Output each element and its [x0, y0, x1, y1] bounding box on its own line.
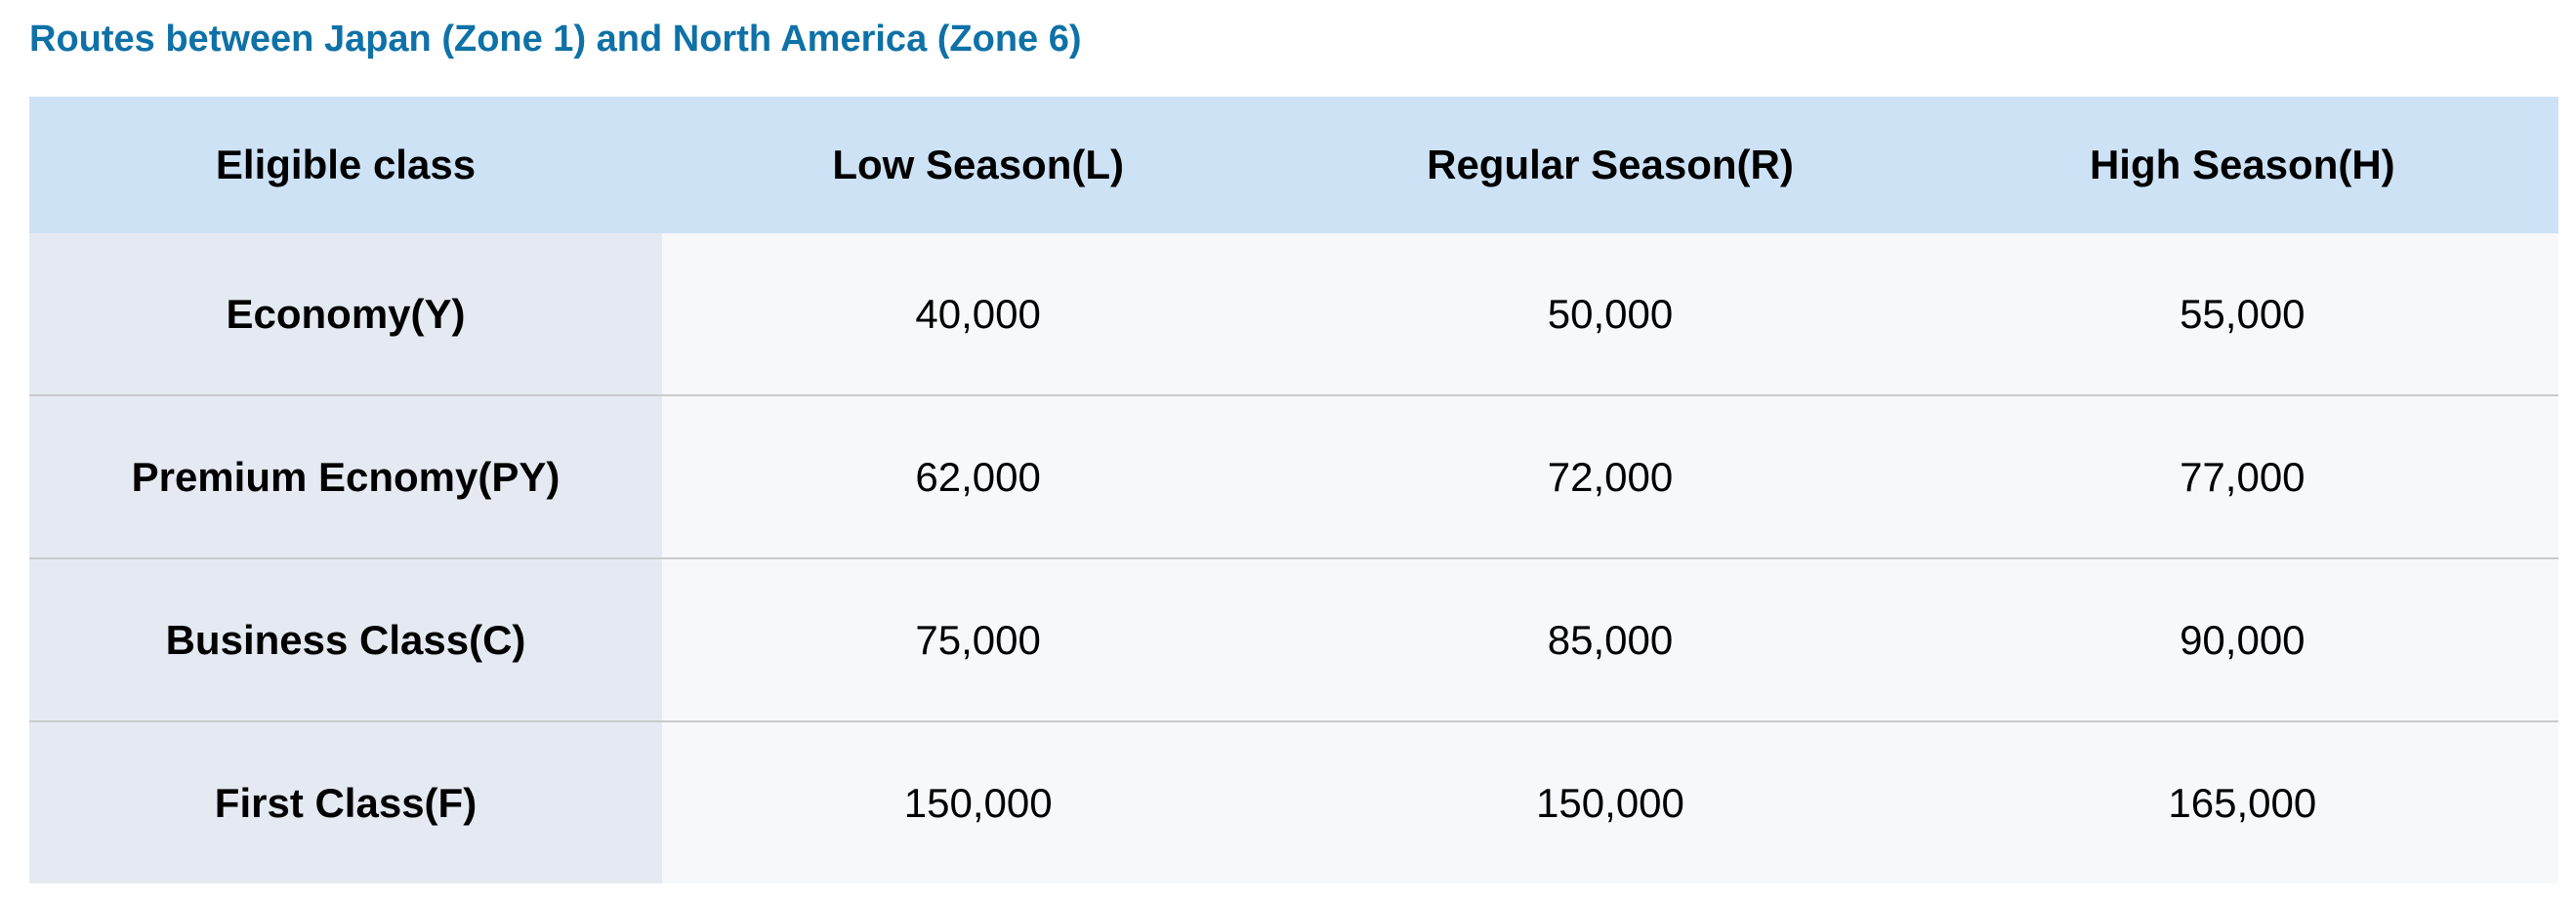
cell-economy-high-season: 55,000 [1926, 233, 2558, 394]
cell-business-class-high-season: 90,000 [1926, 559, 2558, 720]
cell-premium-economy-low-season: 62,000 [662, 396, 1295, 557]
cell-premium-economy-high-season: 77,000 [1926, 396, 2558, 557]
cell-economy-low-season: 40,000 [662, 233, 1295, 394]
cell-premium-economy-regular-season: 72,000 [1294, 396, 1927, 557]
table-row-business-class: Business Class(C) 75,000 85,000 90,000 [29, 557, 2558, 720]
row-label-first-class: First Class(F) [29, 722, 662, 883]
table-row-first-class: First Class(F) 150,000 150,000 165,000 [29, 720, 2558, 883]
column-header-low-season: Low Season(L) [832, 142, 1124, 187]
column-header-eligible-class: Eligible class [215, 142, 477, 187]
table-row-premium-economy: Premium Ecnomy(PY) 62,000 72,000 77,000 [29, 394, 2558, 557]
row-label-economy: Economy(Y) [29, 233, 662, 394]
column-header-regular-season: Regular Season(R) [1427, 142, 1794, 187]
column-header-high-season: High Season(H) [2089, 142, 2395, 187]
cell-economy-regular-season: 50,000 [1294, 233, 1927, 394]
table-header-row: Eligible class Low Season(L) Regular Sea… [29, 97, 2558, 233]
cell-first-class-regular-season: 150,000 [1294, 722, 1927, 883]
award-mileage-table: Eligible class Low Season(L) Regular Sea… [29, 97, 2558, 883]
page-title: Routes between Japan (Zone 1) and North … [29, 19, 1082, 60]
cell-first-class-low-season: 150,000 [662, 722, 1295, 883]
cell-first-class-high-season: 165,000 [1926, 722, 2558, 883]
cell-business-class-low-season: 75,000 [662, 559, 1295, 720]
cell-business-class-regular-season: 85,000 [1294, 559, 1927, 720]
row-label-premium-economy: Premium Ecnomy(PY) [29, 396, 662, 557]
table-row-economy: Economy(Y) 40,000 50,000 55,000 [29, 233, 2558, 394]
row-label-business-class: Business Class(C) [29, 559, 662, 720]
